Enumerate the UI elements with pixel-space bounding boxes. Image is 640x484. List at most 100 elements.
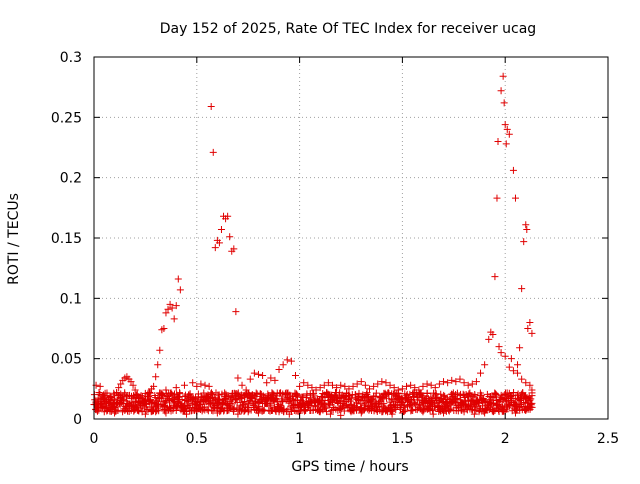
- data-point-baseline: [269, 390, 277, 398]
- data-point: [308, 384, 316, 392]
- data-point-baseline: [249, 391, 257, 399]
- data-point: [141, 396, 149, 404]
- data-point: [409, 407, 417, 415]
- data-point: [94, 397, 102, 405]
- data-point: [271, 376, 279, 384]
- data-point: [503, 125, 511, 133]
- grid-layer: [94, 57, 608, 419]
- data-point: [427, 381, 435, 389]
- data-point: [115, 384, 123, 392]
- data-point: [464, 381, 472, 389]
- data-point-baseline: [310, 392, 318, 400]
- data-point: [180, 381, 188, 389]
- data-point: [94, 404, 102, 412]
- data-point: [386, 381, 394, 389]
- data-point: [150, 382, 158, 390]
- data-point: [185, 391, 193, 399]
- data-point: [211, 244, 219, 252]
- data-point-baseline: [507, 393, 515, 401]
- data-point: [316, 408, 324, 416]
- data-point: [279, 361, 287, 369]
- data-point-baseline: [353, 403, 361, 411]
- data-point: [215, 239, 223, 247]
- data-points-layer: [90, 72, 536, 419]
- data-point-baseline: [527, 395, 535, 403]
- data-point: [96, 382, 104, 390]
- data-point-baseline: [461, 393, 469, 401]
- data-point-baseline: [176, 390, 184, 398]
- data-point: [514, 369, 522, 377]
- data-point: [100, 393, 108, 401]
- data-point: [353, 380, 361, 388]
- data-point: [493, 194, 501, 202]
- data-point-baseline: [118, 399, 126, 407]
- data-point: [109, 403, 117, 411]
- data-point: [197, 380, 205, 388]
- data-point: [435, 380, 443, 388]
- data-point: [518, 285, 526, 293]
- data-point-baseline: [103, 389, 111, 397]
- y-tick-label: 0.3: [60, 50, 82, 66]
- data-point: [172, 302, 180, 310]
- y-tick-label: 0.2: [60, 171, 82, 187]
- data-point: [304, 381, 312, 389]
- data-point: [320, 381, 328, 389]
- data-point-baseline: [220, 396, 228, 404]
- data-point: [121, 407, 129, 415]
- data-point: [162, 386, 170, 394]
- data-point-baseline: [400, 408, 408, 416]
- data-point-baseline: [471, 392, 479, 400]
- data-point-baseline: [429, 407, 437, 415]
- data-point: [287, 357, 295, 365]
- data-point: [170, 315, 178, 323]
- y-tick-label: 0.25: [51, 110, 82, 126]
- data-point: [497, 87, 505, 95]
- data-point: [366, 385, 374, 393]
- data-point: [131, 386, 139, 394]
- data-point: [328, 381, 336, 389]
- data-point: [111, 409, 119, 417]
- data-point-baseline: [447, 405, 455, 413]
- data-point: [368, 407, 376, 415]
- x-tick-label: 1.5: [391, 431, 413, 447]
- data-point: [324, 379, 332, 387]
- data-point-baseline: [473, 403, 481, 411]
- data-point: [296, 382, 304, 390]
- data-point: [460, 379, 468, 387]
- data-point-baseline: [317, 392, 325, 400]
- data-point-baseline: [320, 403, 328, 411]
- data-point-baseline: [492, 390, 500, 398]
- data-point: [168, 304, 176, 312]
- data-point: [164, 305, 172, 313]
- data-point-baseline: [480, 398, 488, 406]
- data-point: [357, 378, 365, 386]
- data-point: [407, 381, 415, 389]
- data-point: [160, 325, 168, 332]
- data-point: [183, 410, 191, 418]
- data-point: [522, 221, 530, 229]
- data-point: [100, 408, 108, 416]
- data-point: [141, 410, 149, 418]
- data-point-baseline: [323, 408, 331, 416]
- data-point: [511, 409, 519, 417]
- data-point-baseline: [415, 401, 423, 409]
- data-point: [172, 384, 180, 392]
- data-point: [518, 375, 526, 383]
- data-point: [203, 405, 211, 413]
- data-point: [500, 99, 508, 107]
- data-point-baseline: [267, 402, 275, 410]
- x-tick-label: 2.5: [597, 431, 619, 447]
- data-point: [234, 374, 242, 382]
- data-point-baseline: [383, 394, 391, 402]
- y-tick-label: 0.05: [51, 352, 82, 368]
- data-point: [106, 396, 114, 404]
- y-tick-label: 0.15: [51, 231, 82, 247]
- data-point-baseline: [184, 398, 192, 406]
- data-point: [468, 380, 476, 388]
- data-point: [189, 379, 197, 387]
- data-point: [217, 226, 225, 234]
- y-tick-label: 0.1: [60, 291, 82, 307]
- data-point: [460, 408, 468, 416]
- data-point: [429, 410, 437, 418]
